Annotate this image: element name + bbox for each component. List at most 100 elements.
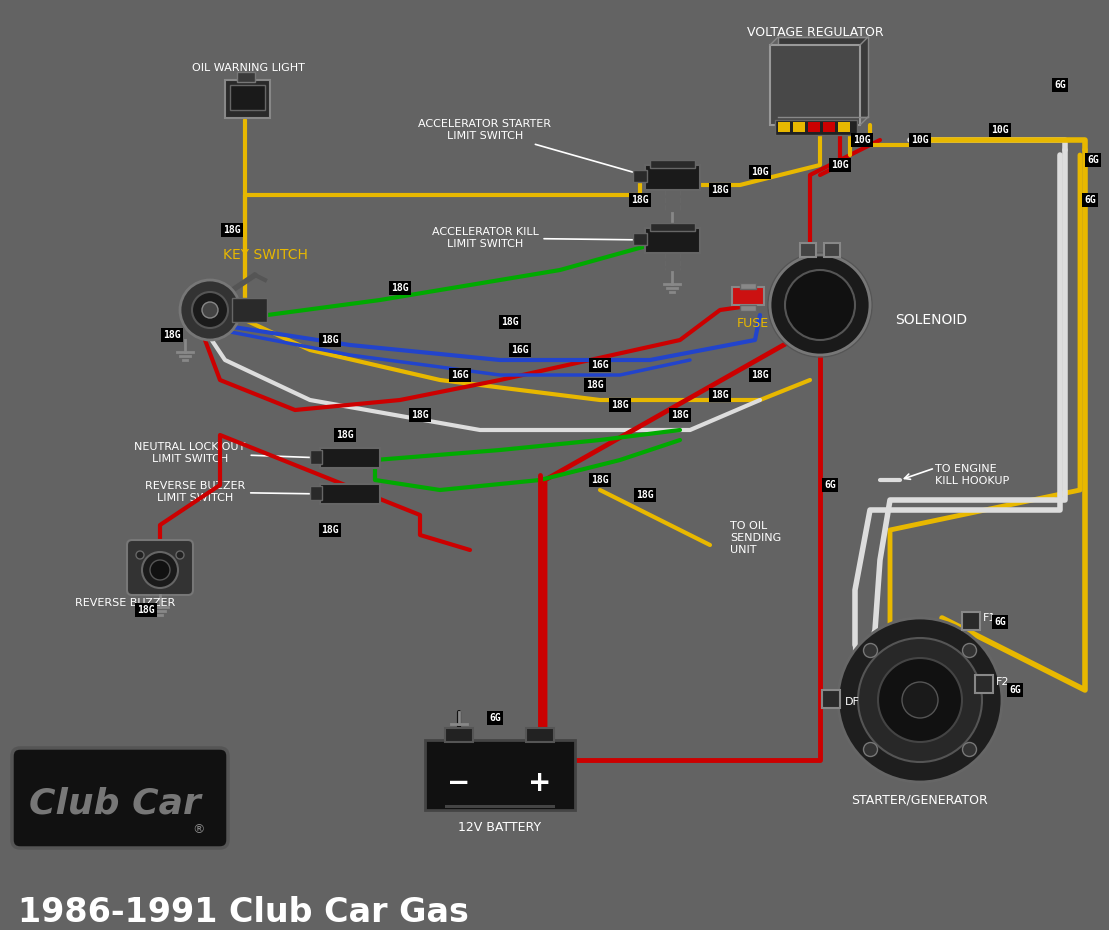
Bar	[633, 233, 647, 245]
Bar	[800, 243, 816, 257]
Bar	[321, 484, 380, 504]
Text: 18G: 18G	[711, 390, 729, 400]
Text: 6G: 6G	[1055, 80, 1066, 90]
Text: 18G: 18G	[711, 185, 729, 195]
Text: 6G: 6G	[994, 617, 1006, 627]
Text: 18G: 18G	[587, 380, 603, 390]
Text: 6G: 6G	[824, 480, 836, 490]
Text: 10G: 10G	[831, 160, 848, 170]
Bar	[770, 45, 859, 125]
Text: 18G: 18G	[501, 317, 519, 327]
Text: KEY SWITCH: KEY SWITCH	[223, 248, 307, 262]
FancyBboxPatch shape	[12, 748, 228, 848]
Circle shape	[878, 658, 962, 742]
Bar	[237, 72, 255, 82]
Text: 10G: 10G	[751, 167, 769, 177]
Text: REVERSE BUZZER: REVERSE BUZZER	[75, 598, 175, 608]
Text: VOLTAGE REGULATOR: VOLTAGE REGULATOR	[746, 25, 883, 38]
Bar	[321, 448, 380, 468]
Circle shape	[770, 255, 869, 355]
Text: 10G: 10G	[991, 125, 1009, 135]
Bar	[823, 122, 835, 132]
Circle shape	[142, 552, 179, 588]
Text: 18G: 18G	[611, 400, 629, 410]
Circle shape	[176, 551, 184, 559]
Circle shape	[864, 742, 877, 756]
Text: REVERSE BUZZER
LIMIT SWITCH: REVERSE BUZZER LIMIT SWITCH	[145, 481, 321, 503]
Circle shape	[838, 618, 1003, 782]
Bar	[975, 675, 993, 693]
Bar	[311, 486, 322, 500]
Text: 16G: 16G	[591, 360, 609, 370]
Bar	[445, 728, 474, 742]
Circle shape	[858, 638, 981, 762]
Text: 18G: 18G	[631, 195, 649, 205]
Text: 6G: 6G	[489, 713, 501, 723]
Circle shape	[202, 302, 218, 318]
Bar	[838, 122, 849, 132]
Bar	[740, 305, 756, 311]
Bar	[650, 160, 695, 168]
Bar	[645, 165, 700, 190]
Bar	[779, 122, 790, 132]
Text: −: −	[447, 769, 470, 797]
Bar	[225, 80, 269, 118]
Text: 12V BATTERY: 12V BATTERY	[458, 820, 541, 833]
Bar	[232, 298, 267, 322]
Circle shape	[192, 292, 228, 328]
Text: 18G: 18G	[671, 410, 689, 420]
Text: TO ENGINE
KILL HOOKUP: TO ENGINE KILL HOOKUP	[935, 464, 1009, 485]
Text: F1: F1	[983, 613, 996, 623]
FancyBboxPatch shape	[128, 540, 193, 595]
Text: NEUTRAL LOCK-OUT
LIMIT SWITCH: NEUTRAL LOCK-OUT LIMIT SWITCH	[134, 442, 321, 464]
Text: F2: F2	[996, 677, 1009, 687]
Circle shape	[963, 742, 977, 756]
Text: FUSE: FUSE	[737, 316, 769, 329]
Circle shape	[902, 682, 938, 718]
Text: 6G: 6G	[1085, 195, 1096, 205]
Bar	[962, 612, 980, 630]
Text: TO OIL
SENDING
UNIT: TO OIL SENDING UNIT	[730, 522, 781, 554]
Bar	[526, 728, 554, 742]
Text: 16G: 16G	[451, 370, 469, 380]
Text: 18G: 18G	[138, 605, 155, 615]
Text: ®: ®	[192, 823, 204, 836]
Text: 18G: 18G	[637, 490, 654, 500]
Text: OIL WARNING LIGHT: OIL WARNING LIGHT	[192, 63, 305, 73]
Circle shape	[785, 270, 855, 340]
Circle shape	[180, 280, 240, 340]
Text: 18G: 18G	[336, 430, 354, 440]
Bar	[311, 450, 322, 464]
Circle shape	[150, 560, 170, 580]
Text: 10G: 10G	[912, 135, 929, 145]
Text: Club Car: Club Car	[29, 786, 201, 820]
Bar	[445, 805, 554, 808]
Bar	[633, 170, 647, 182]
Text: SOLENOID: SOLENOID	[895, 313, 967, 327]
Text: 6G: 6G	[1087, 155, 1099, 165]
Bar	[650, 223, 695, 231]
Bar	[779, 37, 868, 117]
Bar	[425, 740, 574, 810]
Bar	[824, 243, 840, 257]
Text: 18G: 18G	[163, 330, 181, 340]
Text: 16G: 16G	[511, 345, 529, 355]
Bar	[732, 287, 764, 305]
Text: 18G: 18G	[751, 370, 769, 380]
Bar	[775, 120, 857, 135]
Circle shape	[136, 551, 144, 559]
Text: ACCELERATOR KILL
LIMIT SWITCH: ACCELERATOR KILL LIMIT SWITCH	[431, 227, 645, 249]
Text: 6G: 6G	[1009, 685, 1021, 695]
Text: 18G: 18G	[223, 225, 241, 235]
Text: 18G: 18G	[391, 283, 409, 293]
Text: 18G: 18G	[322, 335, 339, 345]
Text: 18G: 18G	[411, 410, 429, 420]
Text: +: +	[528, 769, 551, 797]
Text: ACCELERATOR STARTER
LIMIT SWITCH: ACCELERATOR STARTER LIMIT SWITCH	[418, 119, 645, 177]
Text: 18G: 18G	[591, 475, 609, 485]
Circle shape	[963, 644, 977, 658]
Text: 1986-1991 Club Car Gas: 1986-1991 Club Car Gas	[18, 896, 469, 928]
Bar	[808, 122, 820, 132]
Bar	[822, 690, 840, 708]
Circle shape	[864, 644, 877, 658]
